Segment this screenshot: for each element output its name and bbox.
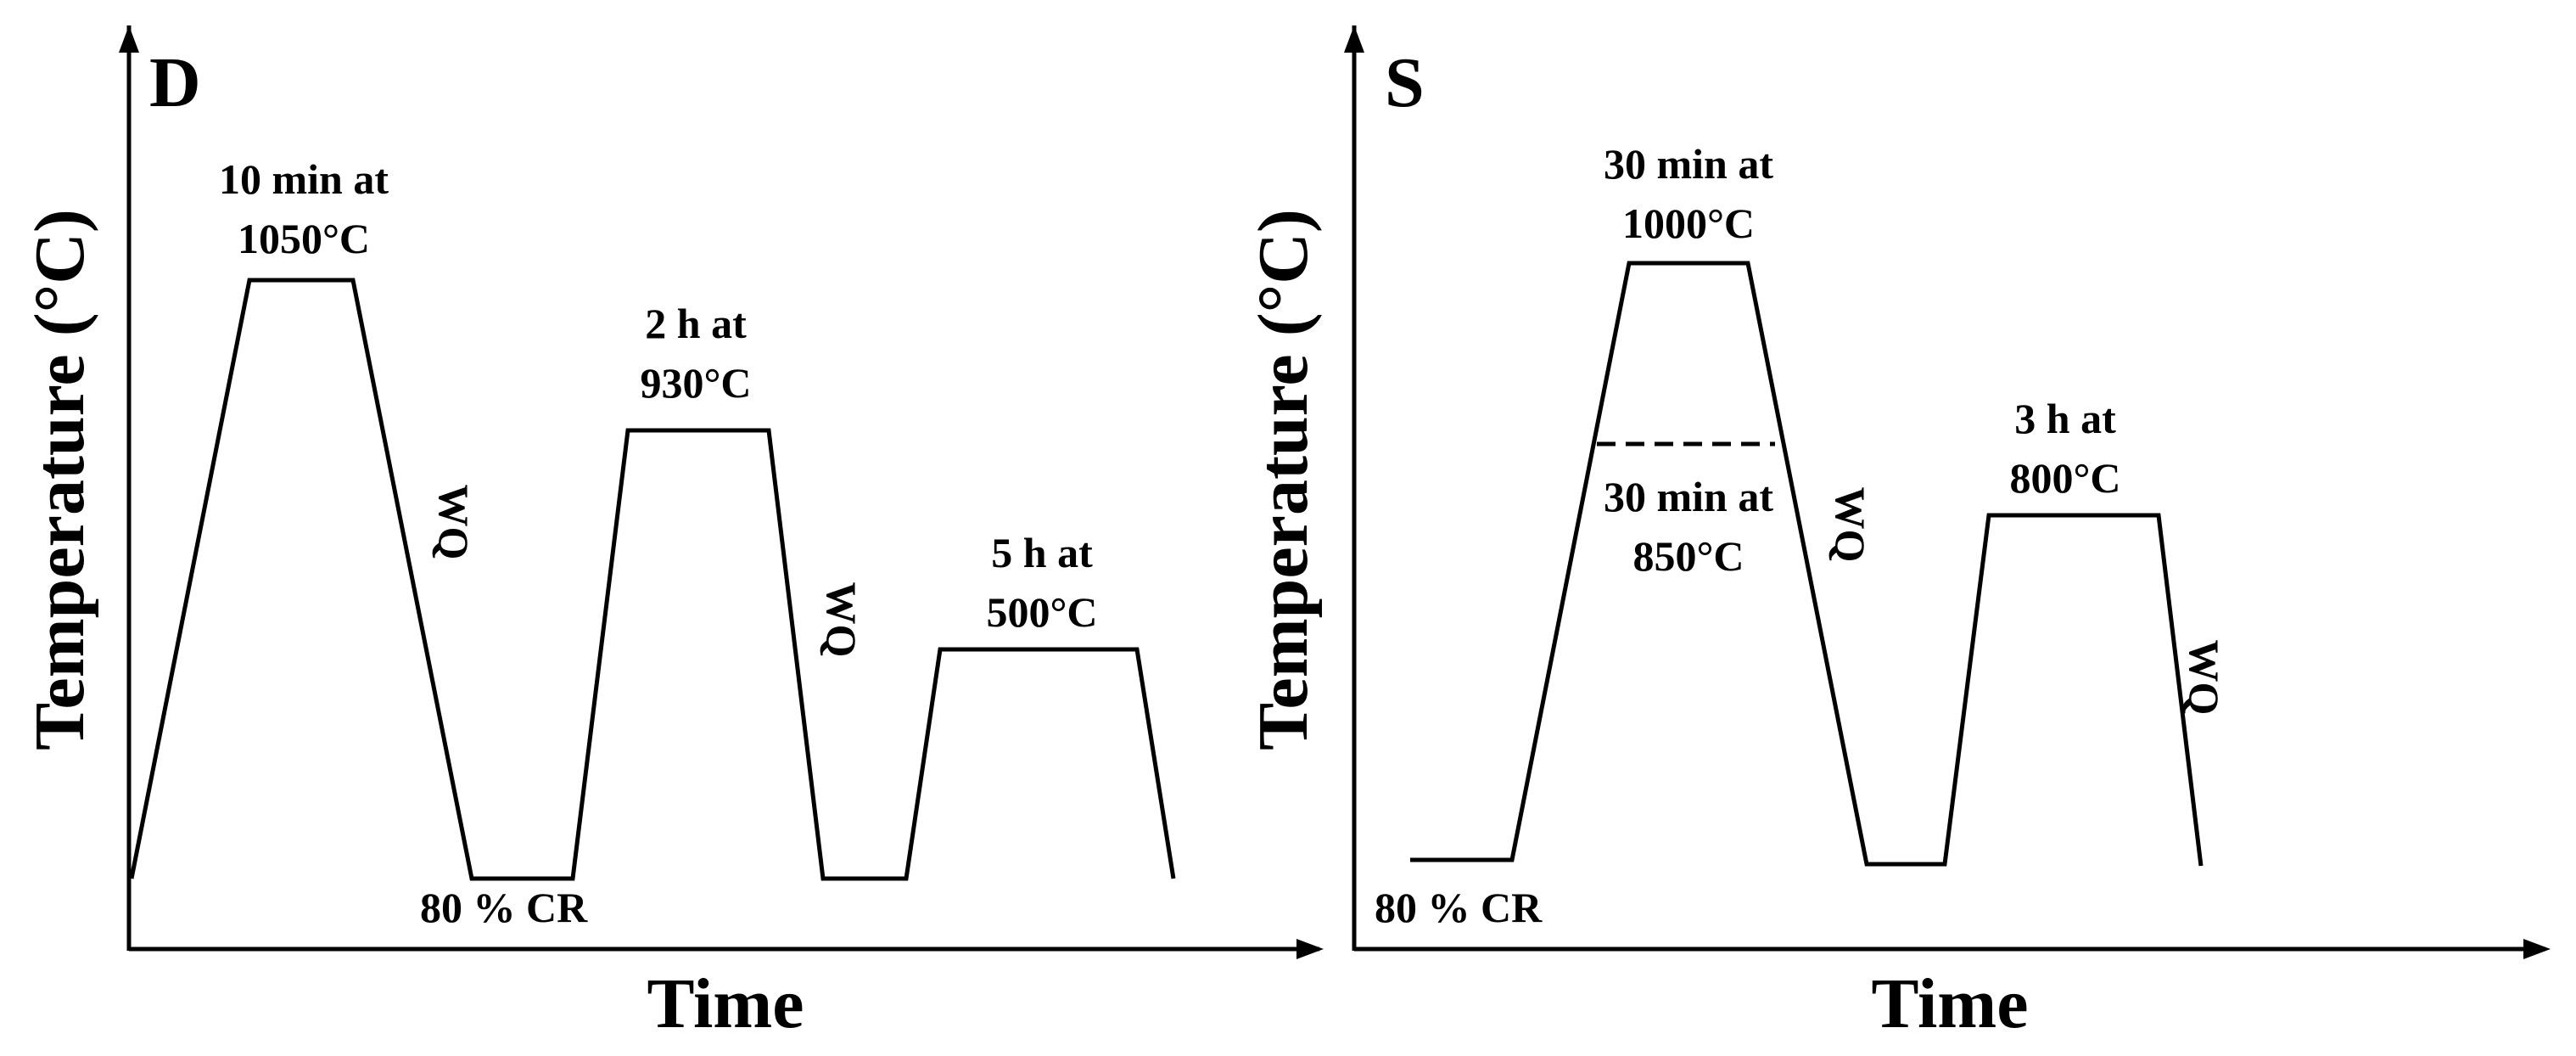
panel-s-process-curve: [1410, 261, 2204, 867]
panel-s-step2-label-line2: 800°C: [2009, 454, 2120, 502]
panel-s-cr-label: 80 % CR: [1375, 884, 1543, 931]
panel-d-x-axis-arrow: [1296, 939, 1324, 959]
panel-s-alt-label-line2: 850°C: [1632, 532, 1744, 580]
panel-d-y-axis-title: Temperature (°C): [20, 209, 99, 750]
panel-d: D Temperature (°C) Time 10 min at 1050°C…: [20, 25, 1324, 1043]
panel-d-step3-label-line1: 5 h at: [991, 529, 1093, 576]
panel-d-step3-label-line2: 500°C: [986, 588, 1097, 636]
panel-d-step1-label-line2: 1050°C: [238, 215, 370, 262]
panel-s-step1-label-line1: 30 min at: [1604, 140, 1773, 188]
panel-s-alt-label-line1: 30 min at: [1604, 473, 1773, 520]
panel-d-wq-label-2: WQ: [818, 582, 865, 658]
panel-s-y-axis-title: Temperature (°C): [1244, 209, 1323, 750]
panel-s-wq-label-2: WQ: [2181, 640, 2228, 716]
panel-d-step1-label-line1: 10 min at: [219, 155, 389, 203]
panel-s-wq-label-1: WQ: [1827, 487, 1874, 563]
panel-d-step2-label-line2: 930°C: [640, 359, 751, 407]
panel-d-letter: D: [149, 43, 201, 122]
panel-s-step2-label-line1: 3 h at: [2014, 395, 2116, 442]
panel-d-y-axis-arrow: [119, 25, 139, 53]
panel-d-step2-label-line1: 2 h at: [645, 300, 747, 347]
panel-d-wq-label-1: WQ: [430, 485, 478, 560]
panel-s-step1-label-line2: 1000°C: [1622, 199, 1755, 247]
panel-d-process-curve: [129, 278, 1176, 881]
panel-s-x-axis-title: Time: [1871, 964, 2028, 1043]
panel-s-letter: S: [1385, 43, 1425, 122]
panel-s-y-axis-arrow: [1344, 25, 1364, 53]
panel-d-x-axis-title: Time: [647, 964, 804, 1043]
panel-s-x-axis-arrow: [2523, 939, 2551, 959]
panel-d-cr-label: 80 % CR: [420, 884, 588, 931]
panel-s: S Temperature (°C) Time 30 min at 1000°C…: [1244, 25, 2551, 1043]
